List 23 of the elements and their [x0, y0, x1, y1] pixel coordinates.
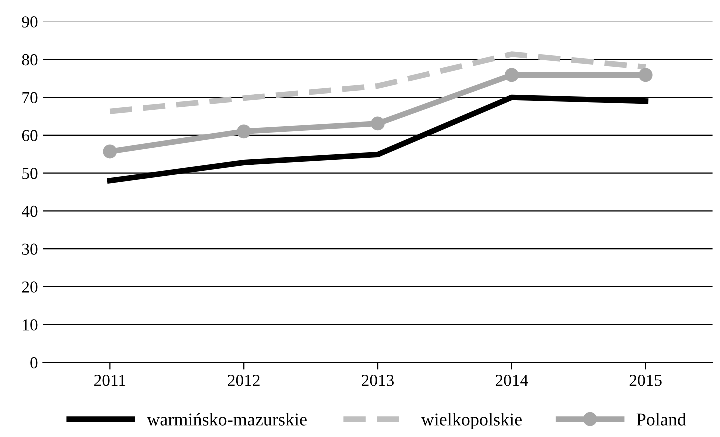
y-tick-label: 70: [22, 92, 38, 104]
y-tick-label: 60: [22, 130, 38, 142]
y-tick-label: 50: [22, 168, 38, 180]
x-tick-label: 2015: [630, 374, 662, 386]
legend-label: Poland: [636, 413, 686, 426]
x-tick-label: 2012: [228, 374, 260, 386]
point: [504, 68, 519, 82]
legend-label: wielkopolskie: [421, 413, 522, 430]
y-tick-label: 20: [22, 282, 38, 293]
y-tick-label: 80: [22, 54, 38, 66]
point: [237, 124, 252, 139]
x-tick-label: 2011: [94, 374, 126, 386]
y-tick-label: 90: [22, 16, 38, 28]
y-tick-label: 30: [22, 244, 38, 256]
y-tick-label: 40: [22, 206, 38, 218]
y-tick-label: 10: [23, 320, 38, 331]
legend-label: warmińsko-mazurskie: [147, 413, 307, 426]
x-tick-label: 2013: [362, 374, 394, 386]
x-tick-label: 2014: [496, 374, 528, 386]
point: [103, 144, 118, 159]
point: [371, 116, 385, 131]
point: [638, 68, 653, 82]
y-tick-label: 0: [30, 357, 38, 369]
